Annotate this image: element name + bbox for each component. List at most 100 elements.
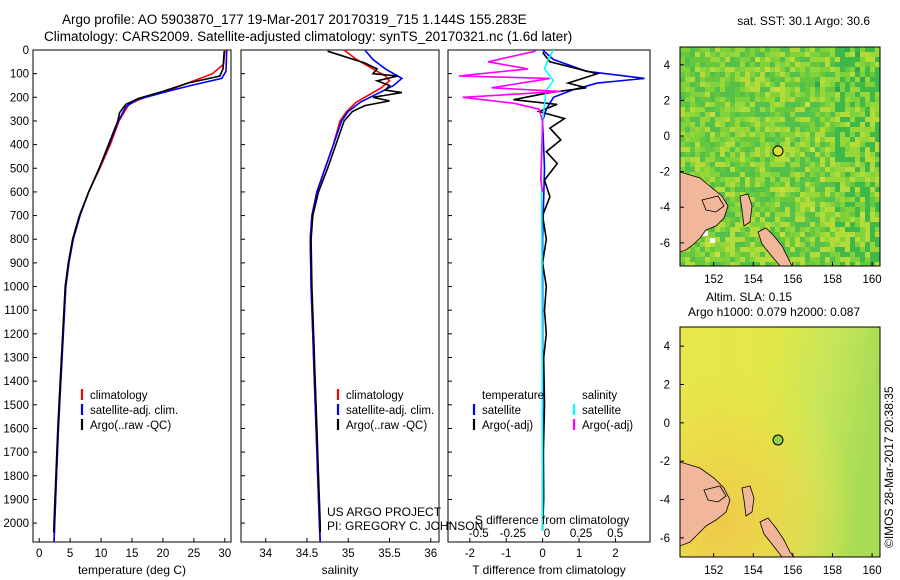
xtick-label: 35: [342, 548, 355, 560]
sst-cell: [825, 62, 830, 67]
sst-cell: [730, 162, 735, 167]
sst-cell: [740, 232, 745, 237]
sst-cell: [875, 207, 880, 212]
sst-cell: [775, 172, 780, 177]
sst-cell: [700, 172, 705, 177]
sst-cell: [755, 97, 760, 102]
sst-cell: [835, 72, 840, 77]
sst-cell: [855, 162, 860, 167]
sst-cell: [800, 132, 805, 137]
sst-cell: [695, 112, 700, 117]
legend-entry: climatology: [90, 390, 148, 402]
sst-cell: [730, 202, 735, 207]
sst-cell: [730, 102, 735, 107]
sst-cell: [790, 237, 795, 242]
ytick-label: 100: [10, 69, 29, 81]
sst-cell: [775, 162, 780, 167]
sla-map-xtick-label: 158: [823, 565, 842, 577]
sst-cell: [685, 102, 690, 107]
sst-cell: [835, 57, 840, 62]
sst-cell: [860, 132, 865, 137]
sst-cell: [855, 52, 860, 57]
sst-cell: [790, 117, 795, 122]
sst-cell: [810, 162, 815, 167]
xtick-label: 5: [67, 548, 73, 560]
sst-cell: [830, 232, 835, 237]
sst-cell: [690, 162, 695, 167]
island-coast-sla-1: [759, 517, 795, 557]
sst-cell: [830, 197, 835, 202]
sst-cell: [735, 112, 740, 117]
sst-cell: [870, 107, 875, 112]
sst-cell: [815, 192, 820, 197]
sst-cell: [730, 187, 735, 192]
sst-cell: [855, 137, 860, 142]
sst-cell: [690, 147, 695, 152]
sst-cell: [740, 117, 745, 122]
sst-cell: [705, 62, 710, 67]
sst-cell: [840, 202, 845, 207]
sst-cell: [750, 92, 755, 97]
sst-cell: [730, 72, 735, 77]
sst-cell: [860, 142, 865, 147]
sst-cell: [860, 242, 865, 247]
sst-cell: [765, 87, 770, 92]
ytick-label: 1400: [3, 376, 29, 388]
sst-cell: [760, 127, 765, 132]
sst-cell: [825, 122, 830, 127]
sst-cell: [810, 102, 815, 107]
sst-cell: [765, 102, 770, 107]
sst-cell: [775, 122, 780, 127]
sst-cell: [775, 182, 780, 187]
sst-cell: [690, 247, 695, 252]
sst-cell: [800, 222, 805, 227]
sst-cell: [700, 107, 705, 112]
sst-cell: [710, 162, 715, 167]
legend-entry: Argo(-adj): [582, 420, 633, 432]
sst-cell: [815, 197, 820, 202]
sst-cell: [710, 242, 715, 247]
sst-cell: [695, 247, 700, 252]
sst-cell: [740, 82, 745, 87]
sst-cell: [865, 47, 870, 52]
sst-cell: [875, 202, 880, 207]
sst-cell: [855, 247, 860, 252]
sst-cell: [805, 182, 810, 187]
sst-cell: [805, 82, 810, 87]
sst-cell: [705, 172, 710, 177]
sst-cell: [815, 102, 820, 107]
sst-cell: [795, 222, 800, 227]
sst-cell: [875, 232, 880, 237]
annotation-pi: PI: GREGORY C. JOHNSON: [327, 519, 483, 533]
sst-cell: [730, 82, 735, 87]
sst-cell: [835, 62, 840, 67]
sst-cell: [840, 172, 845, 177]
sst-cell: [820, 87, 825, 92]
sst-cell: [800, 167, 805, 172]
sst-cell: [755, 107, 760, 112]
xtick-label: 2: [612, 548, 618, 560]
sst-cell: [690, 172, 695, 177]
sst-cell: [875, 187, 880, 192]
sst-cell: [795, 82, 800, 87]
sst-cell: [800, 87, 805, 92]
sst-cell: [810, 57, 815, 62]
sst-cell: [765, 62, 770, 67]
sst-cell: [845, 247, 850, 252]
sst-cell: [840, 217, 845, 222]
sst-cell: [710, 87, 715, 92]
sst-cell: [710, 112, 715, 117]
xtick-label: -1: [501, 548, 511, 560]
sst-cell: [725, 257, 730, 262]
sst-cell: [690, 152, 695, 157]
sst-cell: [775, 57, 780, 62]
sst-cell: [790, 172, 795, 177]
sst-cell: [765, 112, 770, 117]
temperature-profile-series-satellite: [53, 49, 228, 543]
sst-cell: [810, 47, 815, 52]
sst-cell: [870, 257, 875, 262]
sst-cell: [815, 92, 820, 97]
sst-cell: [855, 182, 860, 187]
sst-cell: [680, 97, 685, 102]
sst-cell: [865, 112, 870, 117]
